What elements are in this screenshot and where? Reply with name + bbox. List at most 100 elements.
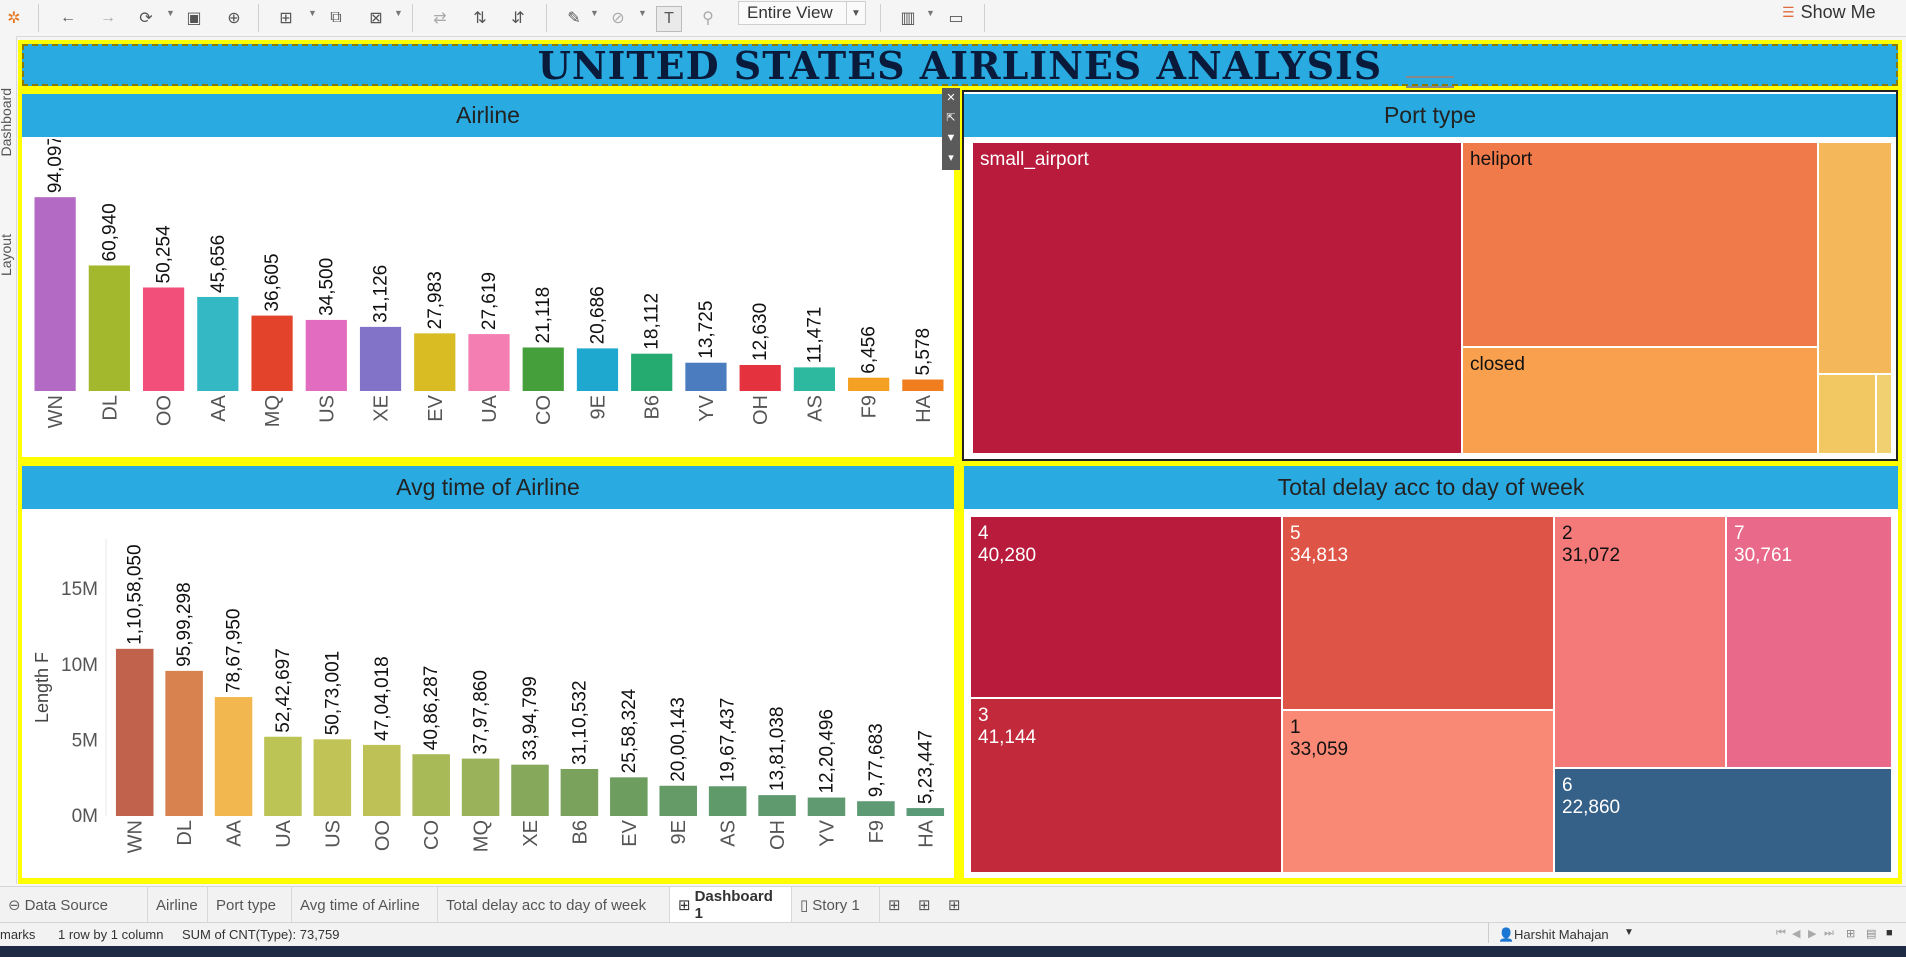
bar[interactable] (115, 648, 154, 816)
total-delay-treemap[interactable]: 4 40,280 3 41,144 5 34,813 1 33,059 2 31,072 … (970, 516, 1892, 873)
bar[interactable] (359, 326, 402, 391)
show-cards-icon[interactable]: ▥ (900, 10, 916, 27)
bar[interactable] (412, 754, 450, 816)
show-me-button[interactable]: ☰ Show Me (1782, 0, 1876, 24)
sort-descending-icon[interactable]: ⇵ (511, 10, 525, 27)
bar[interactable] (848, 377, 890, 391)
bar[interactable] (659, 785, 698, 816)
tab-total-delay[interactable]: Total delay acc to day of week (438, 887, 670, 923)
tab-story-1[interactable]: ▯ Story 1 (792, 887, 880, 923)
bar[interactable] (88, 265, 130, 391)
highlight-icon[interactable]: ✎ (567, 10, 581, 27)
filmstrip-icon[interactable]: ▤ (1866, 928, 1877, 940)
treemap-cell-small[interactable] (1818, 142, 1892, 374)
chevron-down-icon[interactable]: ▼ (846, 2, 865, 24)
go-to-sheet-icon[interactable]: ⇱ (946, 112, 956, 124)
treemap-cell-small[interactable] (1818, 374, 1876, 454)
avg-time-panel[interactable]: Avg time of Airline 15M 10M 5M 0M Length F 1,… (22, 466, 954, 878)
filter-icon[interactable]: ▼ (945, 132, 957, 144)
bar[interactable] (305, 319, 347, 391)
tab-airline[interactable]: Airline (148, 887, 208, 923)
undo-icon[interactable]: ← (60, 9, 76, 26)
treemap-cell-heliport[interactable]: heliport (1462, 142, 1818, 347)
duplicate-sheet-icon[interactable]: ⧉ (330, 9, 342, 26)
treemap-cell-day-4[interactable]: 4 40,280 (970, 516, 1282, 698)
bar[interactable] (165, 670, 203, 816)
bar[interactable] (685, 362, 727, 391)
treemap-cell-small-airport[interactable]: small_airport (972, 142, 1462, 454)
treemap-cell-day-5[interactable]: 5 34,813 (1282, 516, 1554, 710)
new-story-icon[interactable]: ⊞ (948, 897, 961, 914)
show-labels-icon[interactable]: T (656, 6, 682, 32)
treemap-cell-day-6[interactable]: 6 22,860 (1554, 768, 1892, 873)
group-icon[interactable]: ⊘ (611, 10, 625, 27)
bar[interactable] (511, 764, 549, 816)
presentation-icon[interactable]: ▭ (948, 10, 964, 27)
port-type-treemap[interactable]: small_airport heliport closed (972, 142, 1892, 454)
tab-port-type[interactable]: Port type (208, 887, 292, 923)
port-type-panel[interactable]: Port type small_airport heliport closed (962, 90, 1898, 461)
treemap-cell-day-7[interactable]: 7 30,761 (1726, 516, 1892, 768)
redo-icon[interactable]: → (100, 9, 116, 26)
bar[interactable] (610, 777, 648, 816)
bar[interactable] (902, 379, 944, 391)
close-icon[interactable]: ✕ (946, 92, 956, 104)
tab-dashboard-1[interactable]: ⊞ Dashboard 1 (670, 887, 792, 923)
clear-sheet-icon[interactable]: ⊠ (369, 10, 383, 27)
next-page-icon[interactable]: ▶ (1808, 928, 1817, 940)
add-datasource-icon[interactable]: ⊕ (227, 10, 241, 27)
replay-icon[interactable]: ⟳ (139, 10, 153, 27)
grid-view-icon[interactable]: ⊞ (1846, 928, 1856, 940)
total-delay-panel[interactable]: Total delay acc to day of week 4 40,280 3… (964, 466, 1898, 878)
swap-icon[interactable]: ⇄ (433, 10, 447, 27)
bar[interactable] (522, 347, 564, 391)
bar[interactable] (142, 287, 185, 391)
bar[interactable] (560, 768, 599, 816)
chevron-down-icon[interactable]: ▼ (638, 8, 647, 18)
treemap-cell-small[interactable] (1876, 374, 1892, 454)
new-dashboard-icon[interactable]: ⊞ (918, 897, 931, 914)
bar[interactable] (758, 795, 796, 816)
chevron-down-icon[interactable]: ▼ (1624, 927, 1634, 938)
bar[interactable] (708, 786, 747, 816)
bar[interactable] (414, 333, 456, 391)
chevron-down-icon[interactable]: ▼ (308, 8, 317, 18)
dashboard-title-bar[interactable]: UNITED STATES AIRLINES ANALYSIS (22, 43, 1898, 88)
tab-layout-side[interactable]: Layout (0, 234, 14, 277)
bar[interactable] (807, 797, 846, 816)
fit-select[interactable]: Entire View ▼ (738, 1, 866, 25)
treemap-cell-day-1[interactable]: 1 33,059 (1282, 710, 1554, 873)
chevron-down-icon[interactable]: ▼ (166, 8, 175, 18)
bar[interactable] (739, 364, 781, 391)
bar[interactable] (906, 808, 945, 816)
bar[interactable] (461, 758, 500, 816)
bar[interactable] (251, 315, 293, 391)
save-icon[interactable]: ▣ (186, 10, 202, 27)
bar[interactable] (468, 334, 510, 391)
airline-panel[interactable]: Airline 94,097 WN 60,940 DL 50,254 OO 45,656 AA… (22, 94, 954, 457)
user-name[interactable]: Harshit Mahajan (1514, 927, 1609, 942)
bar[interactable] (214, 697, 253, 816)
tabs-view-icon[interactable]: ■ (1886, 927, 1893, 939)
prev-page-icon[interactable]: ◀ (1792, 928, 1801, 940)
bar[interactable] (631, 353, 673, 391)
chevron-down-icon[interactable]: ▼ (394, 8, 403, 18)
bar[interactable] (576, 348, 619, 391)
new-worksheet-icon[interactable]: ⊞ (888, 897, 901, 914)
new-sheet-icon[interactable]: ⊞ (279, 10, 293, 27)
bar[interactable] (362, 744, 401, 816)
avg-time-bar-chart[interactable]: 15M 10M 5M 0M Length F 1,10,58,050 WN 95,99,298… (22, 511, 954, 878)
treemap-cell-day-3[interactable]: 3 41,144 (970, 698, 1282, 873)
bar[interactable] (313, 739, 352, 816)
tableau-logo-icon[interactable]: ✲ (7, 10, 21, 27)
bar[interactable] (264, 736, 302, 816)
bar[interactable] (793, 367, 836, 391)
more-options-icon[interactable]: ▾ (948, 152, 954, 164)
tab-avg-time[interactable]: Avg time of Airline (292, 887, 438, 923)
first-page-icon[interactable]: ⏮ (1776, 927, 1786, 939)
airline-bar-chart[interactable]: 94,097 WN 60,940 DL 50,254 OO 45,656 AA 36,605 MQ… (22, 139, 954, 457)
last-page-icon[interactable]: ⏭ (1824, 927, 1834, 939)
tab-data-source[interactable]: ⊖ Data Source (0, 887, 148, 923)
treemap-cell-day-2[interactable]: 2 31,072 (1554, 516, 1726, 768)
treemap-cell-closed[interactable]: closed (1462, 347, 1818, 454)
